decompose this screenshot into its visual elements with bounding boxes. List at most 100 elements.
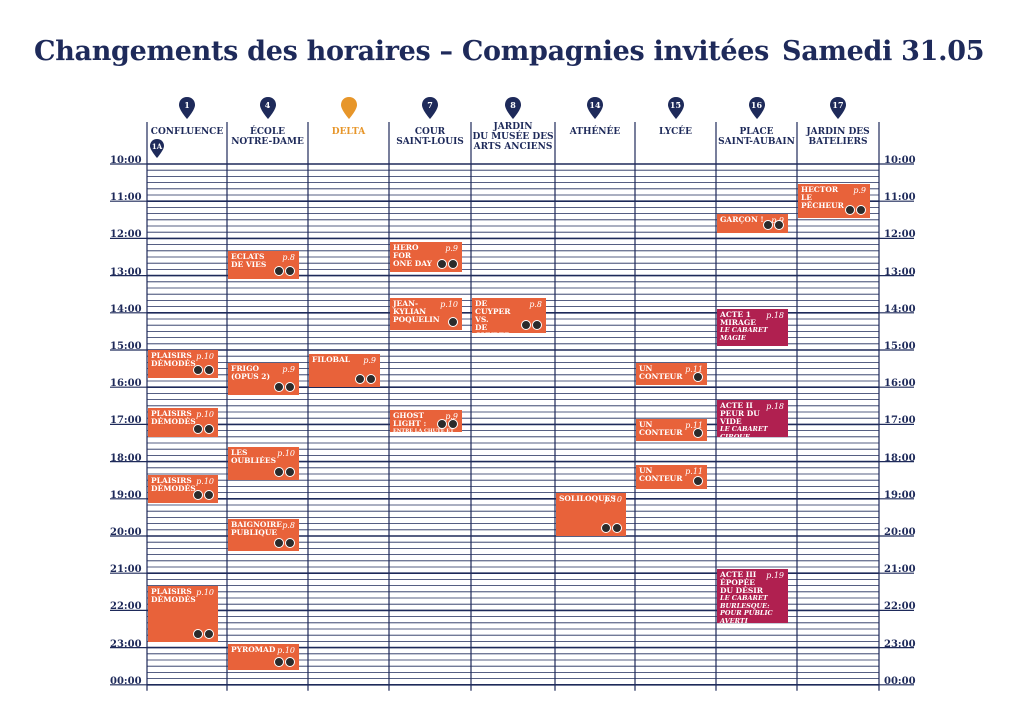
- time-label-right: 20:00: [884, 527, 916, 538]
- fire-icon: [521, 320, 531, 331]
- event-title: ACTE III ÉPOPÉE DU DÉSIR: [720, 570, 764, 596]
- event-block[interactable]: HERO FOR ONE DAY p.9: [390, 242, 462, 272]
- event-title: PLAISIRS DÉMODÉS: [151, 351, 196, 368]
- event-title: BAIGNOIRE PUBLIQUE: [231, 520, 282, 538]
- event-block[interactable]: GHOST LIGHT :ENTRE LA CHUTE ET L'ENVOL p.…: [390, 409, 462, 432]
- time-label-left: 15:00: [110, 341, 142, 352]
- event-title: SOLILOQUES: [559, 494, 616, 504]
- acrobat-icon: [601, 522, 611, 533]
- event-title: HERO FOR ONE DAY: [393, 243, 433, 269]
- event-block[interactable]: PLAISIRS DÉMODÉS p.10: [148, 474, 218, 503]
- event-page: p.10: [440, 299, 458, 309]
- event-page: p.10: [604, 495, 622, 505]
- event-page: p.10: [196, 476, 214, 486]
- event-page: p.11: [685, 467, 703, 477]
- time-label-right: 21:00: [884, 564, 916, 576]
- time-label-right: 17:00: [884, 415, 916, 427]
- event-title: LES OUBLIÉES: [231, 447, 277, 465]
- event-page: p.8: [282, 521, 295, 531]
- time-label-left: 23:00: [110, 638, 142, 650]
- event-icons: [274, 381, 295, 392]
- map-pin-icon: [179, 97, 195, 119]
- event-block[interactable]: FRIGO (OPUS 2) p.9: [228, 363, 299, 395]
- venue-name: PLACE SAINT-AUBAIN: [718, 127, 795, 147]
- map-pin-icon: [505, 97, 521, 119]
- event-page: p.18: [766, 402, 784, 412]
- event-block[interactable]: JEAN-KYLIAN POQUELIN p.10: [390, 297, 462, 330]
- mask-icon: [437, 418, 447, 429]
- event-block[interactable]: HECTOR LE PÊCHEUR p.9: [798, 184, 870, 218]
- event-page: p.9: [445, 244, 458, 254]
- music-icon: [285, 381, 295, 392]
- time-label-right: 13:00: [884, 266, 916, 278]
- juggle-icon: [274, 266, 284, 277]
- time-label-left: 14:00: [110, 303, 142, 315]
- event-block[interactable]: SOLILOQUES p.10: [556, 493, 626, 536]
- acrobat-icon: [763, 219, 773, 230]
- venue-number: 14: [589, 100, 601, 110]
- event-page: p.11: [685, 420, 703, 430]
- event-title: DE CUYPER VS. DE CUYPER: [475, 298, 511, 333]
- time-label-left: 22:00: [110, 601, 142, 613]
- juggle-icon: [355, 374, 365, 385]
- event-title: PLAISIRS DÉMODÉS: [151, 587, 196, 605]
- map-pin-icon: [259, 97, 276, 119]
- event-block[interactable]: ACTE II PEUR DU VIDE LE CABARET CIRQUE p.1…: [717, 400, 788, 438]
- time-label-right: 00:00: [884, 675, 916, 687]
- mask-icon: [193, 489, 203, 500]
- event-page: p.10: [196, 409, 214, 419]
- acrobat-icon: [448, 418, 458, 429]
- event-title: PLAISIRS DÉMODÉS: [151, 408, 196, 426]
- event-icons: [845, 204, 866, 215]
- time-label-right: 19:00: [884, 489, 916, 501]
- time-label-left: 10:00: [110, 155, 142, 166]
- event-block[interactable]: UN CONTEUR p.11: [636, 363, 707, 386]
- event-title: PYROMAD: [231, 644, 276, 654]
- event-block[interactable]: FILOBAL p.9: [309, 353, 380, 388]
- event-block[interactable]: PLAISIRS DÉMODÉS p.10: [148, 586, 218, 643]
- page-title: Changements des horaires – Compagnies in…: [34, 36, 769, 67]
- event-block[interactable]: PYROMAD p.10: [228, 643, 299, 670]
- event-page: p.9: [363, 355, 376, 365]
- venue-name: COUR SAINT-LOUIS: [396, 127, 464, 147]
- time-label-left: 19:00: [110, 489, 142, 501]
- fire-icon: [285, 656, 295, 667]
- venue-name: JARDIN DU MUSÉE DES ARTS ANCIENS: [472, 122, 554, 152]
- event-icons: [193, 364, 214, 375]
- venue-number: 15: [669, 100, 682, 110]
- event-title: GARÇON !: [720, 215, 764, 225]
- time-label-right: 10:00: [884, 155, 916, 166]
- event-title: UN CONTEUR: [639, 364, 683, 382]
- event-block[interactable]: LES OUBLIÉES p.10: [228, 446, 299, 481]
- event-icons: [274, 656, 295, 667]
- acrobat-icon: [285, 467, 295, 478]
- event-block[interactable]: UN CONTEUR p.11: [636, 418, 707, 442]
- event-block[interactable]: PLAISIRS DÉMODÉS p.10: [148, 407, 218, 438]
- event-title: GHOST LIGHT :: [393, 410, 427, 428]
- hat-icon: [774, 219, 784, 230]
- time-label-right: 22:00: [884, 601, 916, 613]
- event-block[interactable]: BAIGNOIRE PUBLIQUE p.8: [228, 519, 299, 551]
- venue-number: 4: [264, 100, 271, 110]
- event-page: p.9: [445, 411, 458, 421]
- event-block[interactable]: PLAISIRS DÉMODÉS p.10: [148, 350, 218, 378]
- event-block[interactable]: GARÇON !p.9: [717, 214, 788, 233]
- event-subtitle: LE CABARET CIRQUE: [720, 425, 768, 438]
- venue-name: LYCÉE: [659, 127, 692, 137]
- event-block[interactable]: DE CUYPER VS. DE CUYPER p.8: [472, 297, 546, 334]
- event-title: FILOBAL: [312, 354, 351, 364]
- event-block[interactable]: ECLATS DE VIES p.8: [228, 251, 299, 280]
- event-subtitle: LE CABARET MAGIE: [720, 326, 768, 342]
- venue-name: JARDIN DES BATELIERS: [806, 127, 870, 147]
- time-label-left: 16:00: [110, 378, 142, 390]
- time-label-right: 11:00: [884, 192, 916, 204]
- event-block[interactable]: UN CONTEUR p.11: [636, 465, 707, 490]
- time-label-left: 21:00: [110, 564, 142, 576]
- event-title: ACTE II PEUR DU VIDE: [720, 401, 760, 427]
- event-block[interactable]: ACTE III ÉPOPÉE DU DÉSIR LE CABARET BURLE…: [717, 569, 788, 624]
- mask-icon: [193, 364, 203, 375]
- event-title: UN CONTEUR: [639, 466, 683, 484]
- event-block[interactable]: ACTE 1 MIRAGE LE CABARET MAGIE p.18: [717, 309, 788, 347]
- map-pin-icon: [150, 139, 164, 158]
- event-icons: [193, 424, 214, 435]
